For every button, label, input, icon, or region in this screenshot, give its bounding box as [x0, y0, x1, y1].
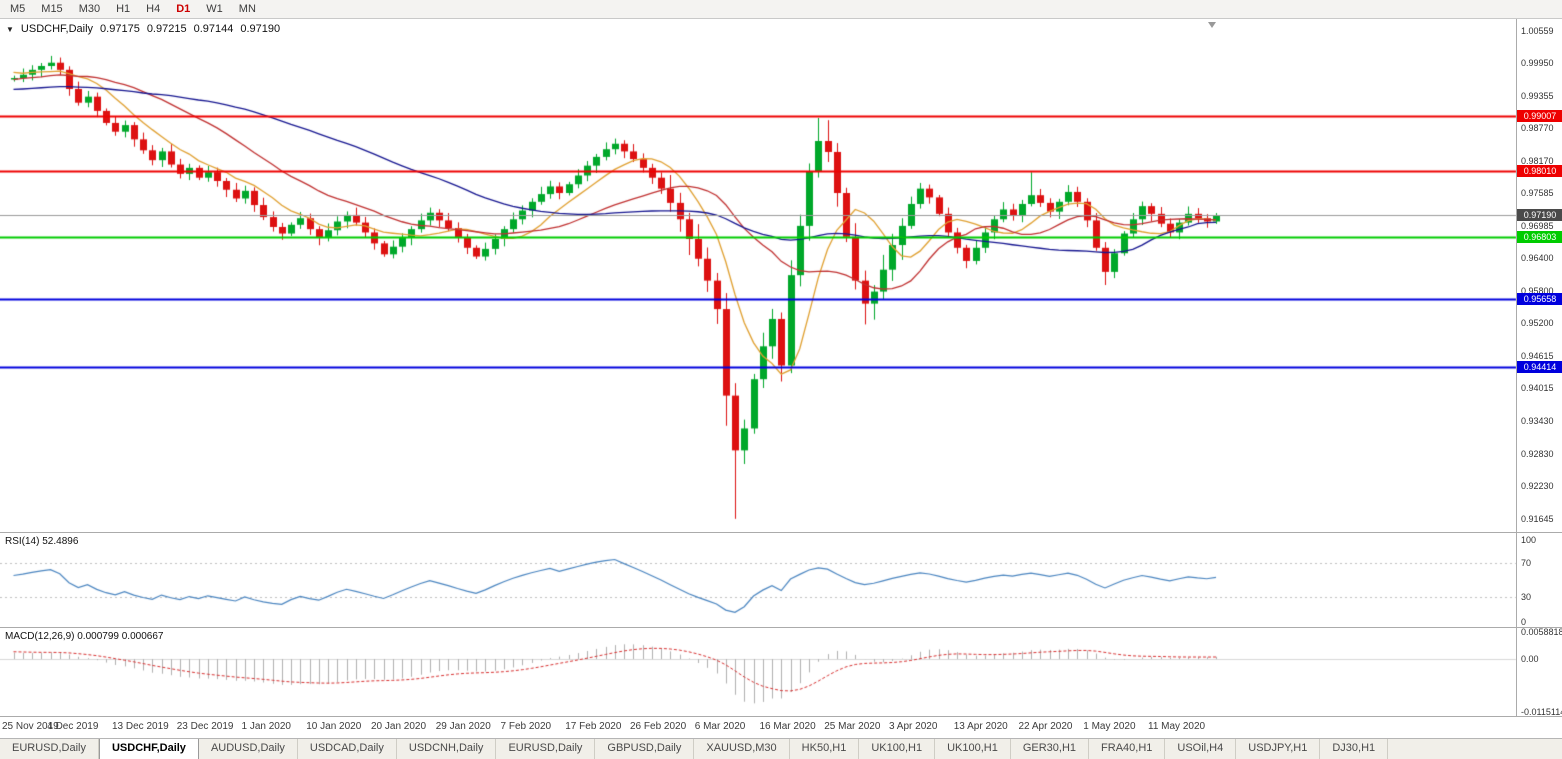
chart-shift-marker-icon [1208, 22, 1216, 28]
chart-symbol-title: USDCHF,Daily [20, 23, 94, 35]
price-axis-label: 0.96400 [1521, 253, 1554, 264]
timeframe-button-m15[interactable]: M15 [41, 3, 63, 15]
rsi-axis-label: 100 [1521, 535, 1537, 545]
tab-usoil-h4[interactable]: USOil,H4 [1165, 739, 1237, 759]
timeframe-button-h4[interactable]: H4 [146, 3, 161, 15]
price-scale[interactable]: 1.00559 0.99950 0.99355 0.98770 0.98170 0.975… [1516, 19, 1562, 717]
pane-separator[interactable] [0, 627, 1562, 628]
rsi-indicator-label: RSI(14) 52.4896 [5, 536, 78, 547]
tab-uk100-h1[interactable]: UK100,H1 [935, 739, 1011, 759]
timeframe-toolbar: M5 M15 M30 H1 H4 D1 W1 MN [0, 0, 1562, 19]
ohlc-high: 0.97215 [146, 23, 187, 35]
date-axis-label: 23 Dec 2019 [176, 721, 234, 732]
date-axis-label: 20 Jan 2020 [371, 721, 427, 732]
tab-uk100-h1[interactable]: UK100,H1 [859, 739, 936, 759]
price-axis-label: 0.96985 [1521, 220, 1554, 231]
price-axis-label: 0.93430 [1521, 415, 1554, 426]
tab-hk50-h1[interactable]: HK50,H1 [790, 739, 860, 759]
date-axis-label: 26 Feb 2020 [630, 721, 687, 732]
timeframe-button-m30[interactable]: M30 [78, 3, 101, 15]
rsi-indicator-value: 52.4896 [42, 536, 79, 547]
date-axis-label: 16 Mar 2020 [759, 721, 816, 732]
macd-indicator-label: MACD(12,26,9) 0.000799 0.000667 [5, 631, 163, 642]
date-axis-label: 22 Apr 2020 [1018, 721, 1073, 732]
price-axis-label: 0.98170 [1521, 155, 1554, 166]
macd-axis-label: -0.0115114 [1521, 707, 1562, 717]
chevron-down-icon[interactable]: ▼ [6, 24, 14, 34]
macd-indicator-name: MACD(12,26,9) [5, 631, 75, 642]
price-axis-label: 0.95200 [1521, 318, 1554, 329]
date-axis-label: 10 Jan 2020 [306, 721, 362, 732]
date-axis-label: 11 May 2020 [1148, 721, 1206, 732]
price-axis-label: 0.98770 [1521, 123, 1554, 134]
timeframe-button-m5[interactable]: M5 [10, 3, 26, 15]
date-axis-label: 25 Nov 2019 [2, 721, 59, 732]
price-axis-label: 0.94015 [1521, 383, 1554, 394]
rsi-axis-label: 0 [1521, 617, 1527, 627]
rsi-axis-label: 70 [1521, 557, 1532, 568]
date-axis-label: 29 Jan 2020 [435, 721, 491, 732]
tab-dj30-h1[interactable]: DJ30,H1 [1320, 739, 1389, 759]
tab-ger30-h1[interactable]: GER30,H1 [1011, 739, 1090, 759]
hline-price-label: 0.94414 [1517, 361, 1562, 374]
tab-xauusd-m30[interactable]: XAUUSD,M30 [694, 739, 790, 759]
date-axis-label: 17 Feb 2020 [565, 721, 622, 732]
date-axis-label: 6 Mar 2020 [694, 721, 746, 732]
price-axis-label: 0.94615 [1521, 350, 1554, 361]
hline-price-label: 0.95658 [1517, 293, 1562, 306]
date-axis-label: 4 Dec 2019 [47, 721, 99, 732]
hline-price-label: 0.96803 [1517, 230, 1562, 243]
ohlc-low: 0.97144 [193, 23, 234, 35]
macd-indicator-values: 0.000799 0.000667 [77, 631, 164, 642]
hline-price-label: 0.99007 [1517, 109, 1562, 122]
tab-fra40-h1[interactable]: FRA40,H1 [1089, 739, 1166, 759]
price-axis-label: 0.95800 [1521, 285, 1554, 296]
date-axis-label: 13 Apr 2020 [953, 721, 1008, 732]
macd-axis-label: 0.0058818 [1521, 627, 1562, 637]
date-axis-label: 13 Dec 2019 [112, 721, 169, 732]
timeframe-button-mn[interactable]: MN [238, 3, 256, 15]
chart-header: ▼ USDCHF,Daily 0.97175 0.97215 0.97144 0… [6, 23, 280, 35]
date-axis-label: 3 Apr 2020 [889, 721, 938, 732]
tab-eurusd-daily[interactable]: EURUSD,Daily [496, 739, 596, 759]
tab-usdjpy-h1[interactable]: USDJPY,H1 [1236, 739, 1321, 759]
timeframe-button-h1[interactable]: H1 [116, 3, 131, 15]
date-axis[interactable]: 25 Nov 2019 4 Dec 2019 13 Dec 2019 23 Dec 2… [0, 716, 1562, 738]
hline-price-label: 0.98010 [1517, 164, 1562, 177]
date-axis-label: 25 Mar 2020 [824, 721, 881, 732]
price-axis-label: 0.91645 [1521, 513, 1554, 524]
ohlc-close: 0.97190 [240, 23, 281, 35]
date-axis-label: 7 Feb 2020 [500, 721, 552, 732]
pane-separator[interactable] [0, 532, 1562, 533]
ohlc-open: 0.97175 [100, 23, 140, 35]
tab-usdcad-daily[interactable]: USDCAD,Daily [298, 739, 397, 759]
chart-tabs-bar: EURUSD,Daily USDCHF,Daily AUDUSD,Daily USDC… [0, 738, 1562, 759]
current-price-label: 0.97190 [1517, 209, 1562, 222]
timeframe-button-w1[interactable]: W1 [206, 3, 223, 15]
macd-axis-label: 0.00 [1521, 654, 1539, 665]
timeframe-button-d1[interactable]: D1 [176, 3, 191, 15]
price-axis-label: 0.99950 [1521, 58, 1554, 69]
tab-gbpusd-daily[interactable]: GBPUSD,Daily [595, 739, 695, 759]
date-axis-label: 1 Jan 2020 [241, 721, 292, 732]
price-axis-label: 0.92830 [1521, 448, 1554, 459]
price-axis-label: 0.97585 [1521, 188, 1554, 199]
date-axis-label: 1 May 2020 [1083, 721, 1136, 732]
price-axis-label: 0.99355 [1521, 90, 1554, 101]
rsi-axis-label: 30 [1521, 591, 1532, 602]
price-axis-label: 0.92230 [1521, 481, 1554, 492]
price-axis-label: 1.00559 [1521, 25, 1554, 36]
rsi-indicator-name: RSI(14) [5, 536, 40, 547]
tab-usdcnh-daily[interactable]: USDCNH,Daily [397, 739, 497, 759]
tab-eurusd-daily[interactable]: EURUSD,Daily [0, 739, 99, 759]
tab-usdchf-daily[interactable]: USDCHF,Daily [98, 739, 199, 759]
tab-audusd-daily[interactable]: AUDUSD,Daily [199, 739, 298, 759]
